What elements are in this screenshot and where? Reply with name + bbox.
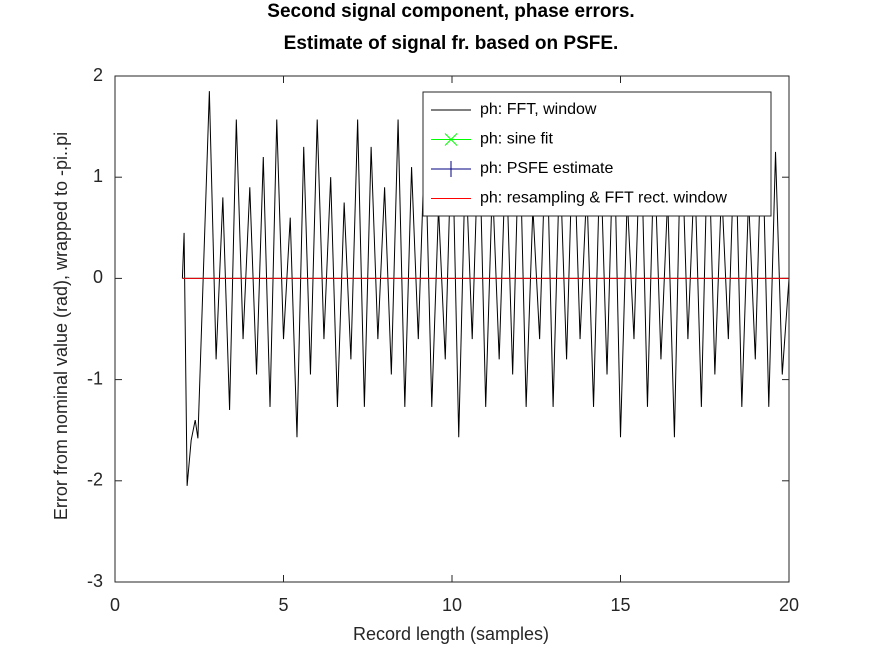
y-tick-label: 2 [93,65,103,85]
x-tick-label: 10 [442,595,462,615]
y-tick-label: -1 [87,368,103,388]
y-tick-label: 1 [93,166,103,186]
legend-label: ph: PSFE estimate [480,160,613,177]
y-axis-label: Error from nominal value (rad), wrapped … [51,132,71,520]
legend-box [422,91,772,217]
y-tick-label: -2 [87,470,103,490]
y-tick-label: -3 [87,571,103,591]
axes-box [114,75,790,583]
x-tick-label: 20 [779,595,799,615]
legend-label: ph: sine fit [480,131,553,148]
x-tick-label: 15 [610,595,630,615]
chart-subtitle: Estimate of signal fr. based on PSFE. [284,33,619,54]
legend-label: ph: FFT, window [480,101,597,118]
legend-marker [444,133,458,146]
legend-label: ph: resampling & FFT rect. window [480,190,727,207]
x-tick-label: 5 [278,595,288,615]
legend-marker [443,161,459,177]
x-tick-label: 0 [110,595,120,615]
y-tick-label: 0 [93,267,103,287]
x-axis-label: Record length (samples) [353,624,549,644]
chart-title: Second signal component, phase errors. [267,1,634,22]
